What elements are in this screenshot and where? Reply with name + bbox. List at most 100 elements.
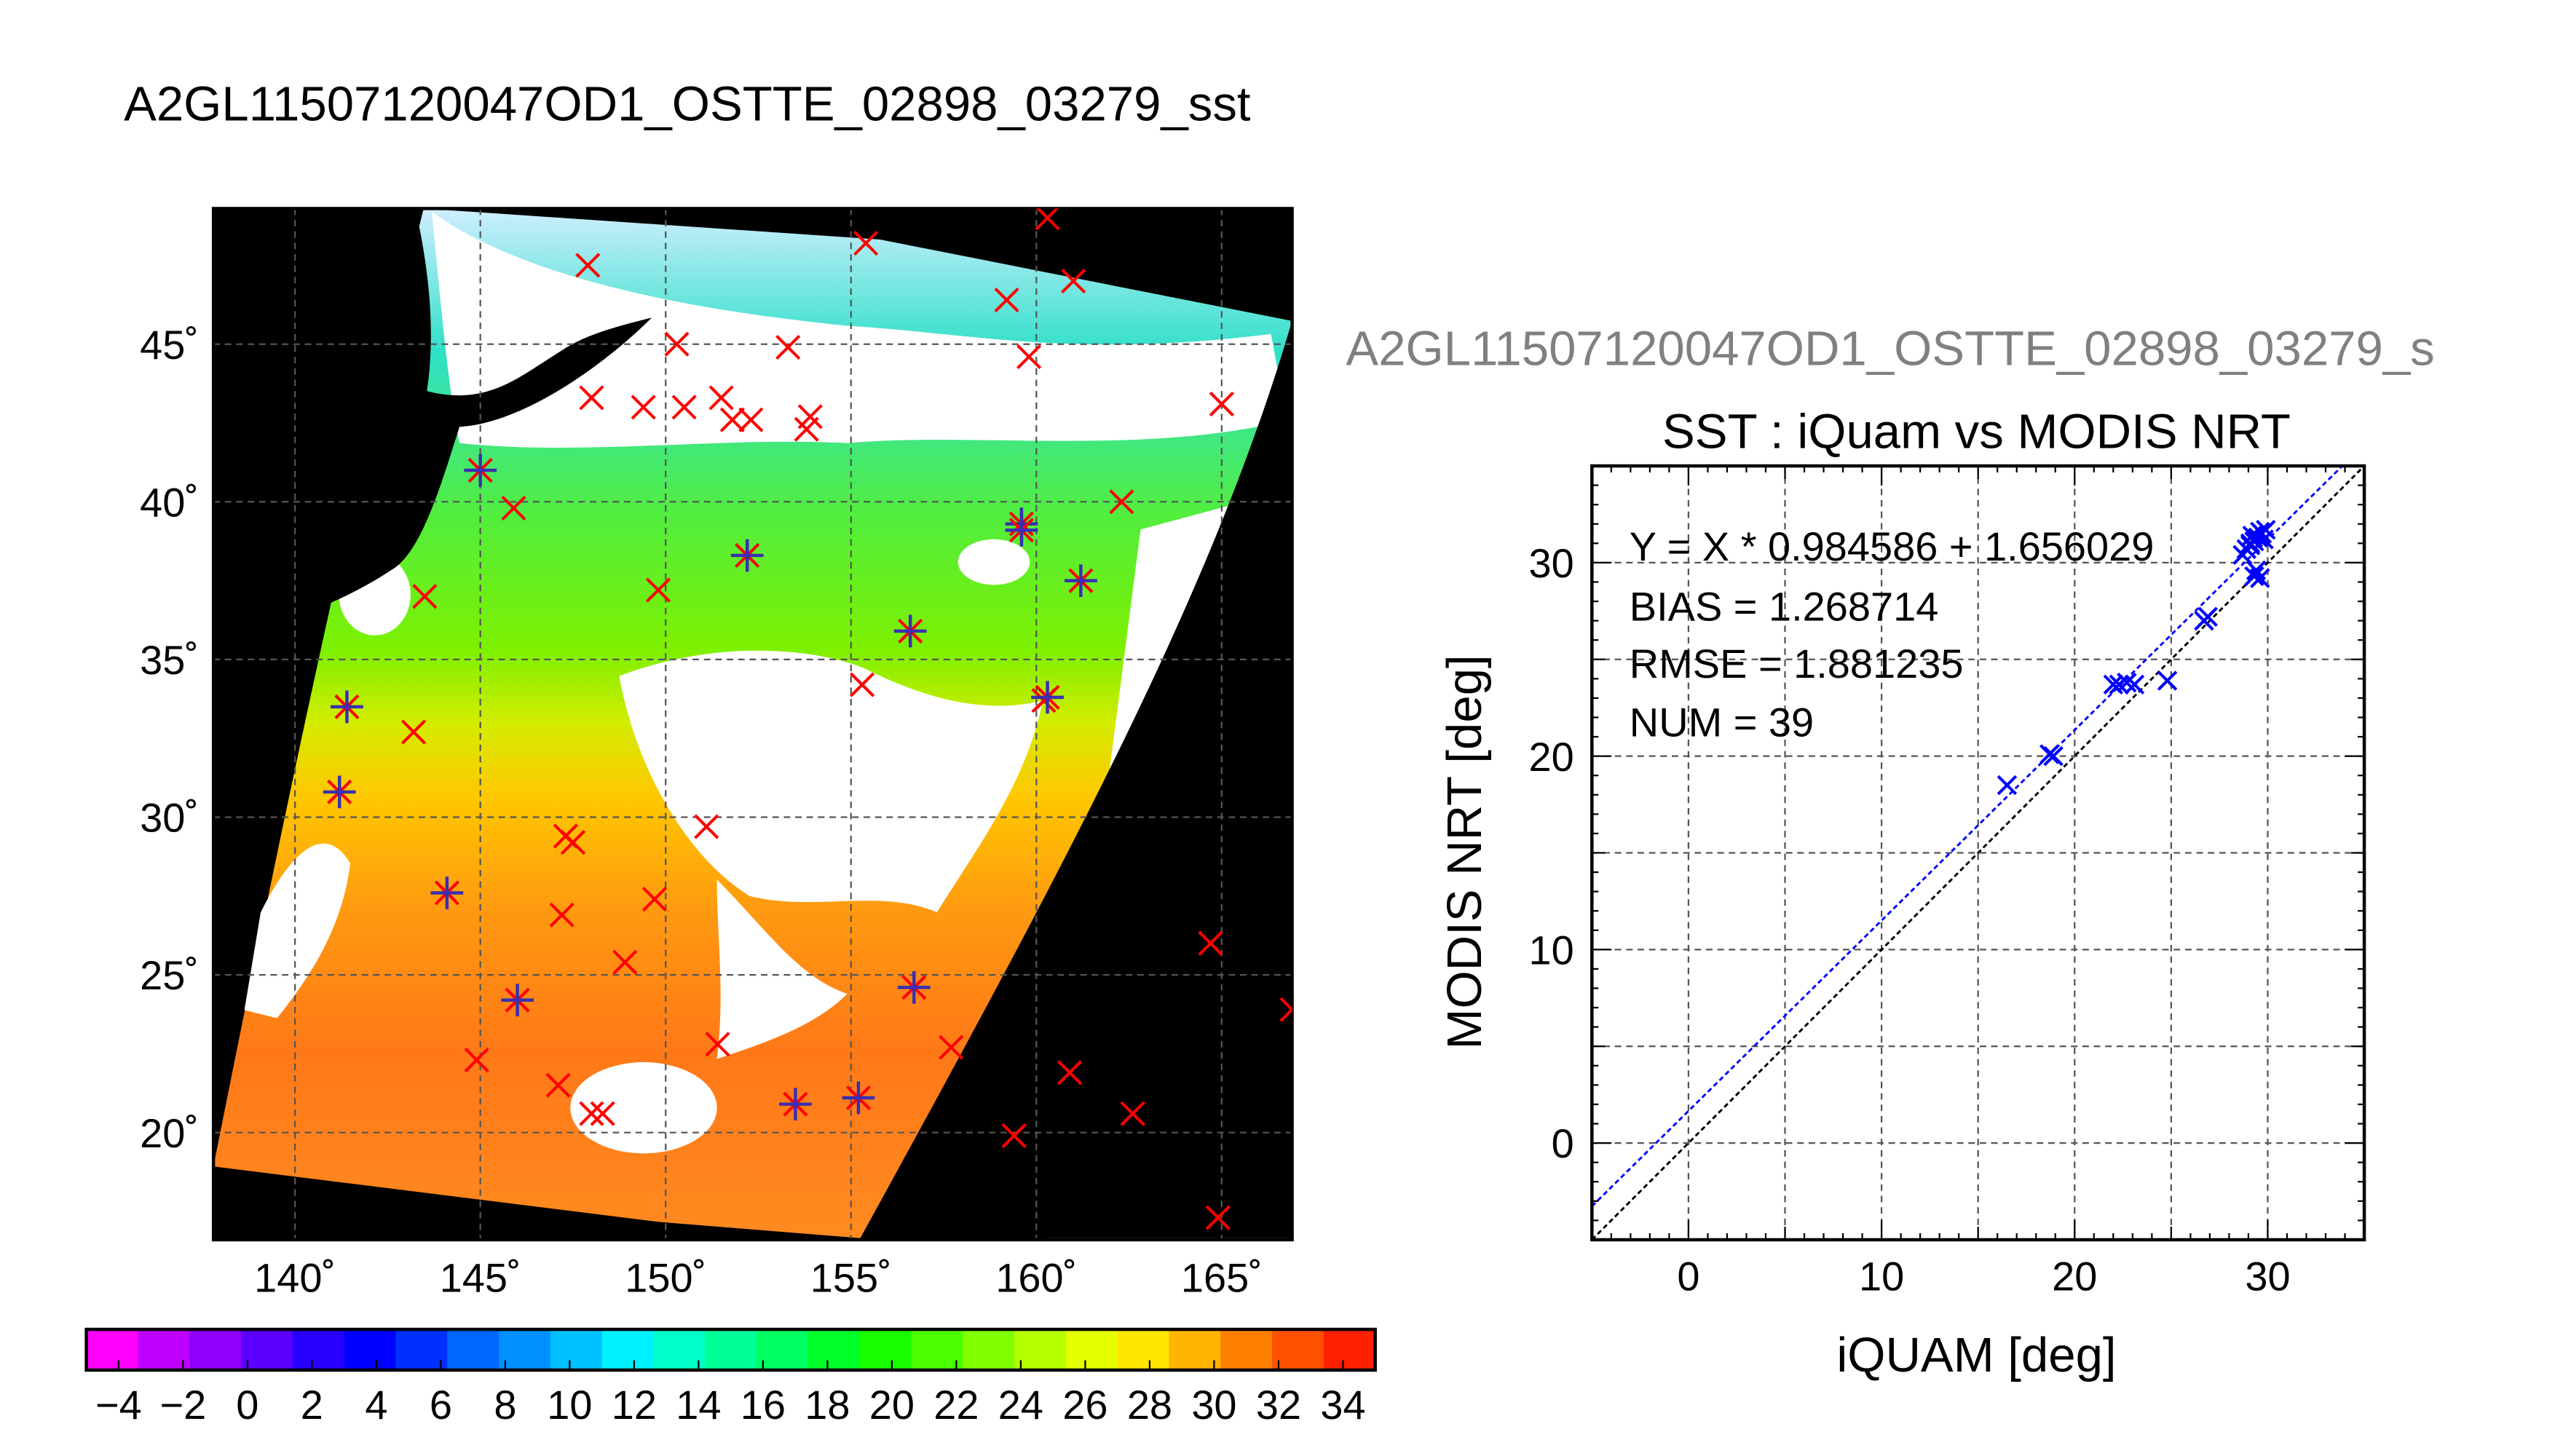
colorbar-tick-label: 18 [805, 1382, 850, 1428]
scatter-ytick-label: 30 [1528, 540, 1573, 586]
marker-stroke [2117, 672, 2137, 693]
matched-marker [1065, 564, 1097, 597]
marker-stroke [694, 814, 719, 839]
marker-stroke [1035, 208, 1059, 231]
rmse-stat: RMSE = 1.881235 [1630, 641, 1964, 687]
colorbar-tick-label: 22 [933, 1382, 979, 1428]
marker-stroke [1198, 930, 1223, 956]
matched-marker [430, 877, 464, 909]
matchup-marker [579, 1101, 604, 1126]
matchup-marker [1209, 391, 1234, 417]
scatter-xtick-label: 10 [1859, 1253, 1904, 1299]
marker-stroke [1001, 1123, 1027, 1149]
matchup-marker [664, 331, 690, 357]
lon-tick-label: 140˚ [254, 1255, 336, 1301]
marker-stroke [1279, 1007, 1292, 1022]
colorbar-cell [1014, 1329, 1067, 1370]
colorbar-cell [550, 1329, 603, 1370]
marker-stroke [412, 584, 438, 609]
matchup-marker [1001, 1123, 1027, 1149]
colorbar-cell [1272, 1329, 1325, 1370]
marker-stroke [590, 1101, 615, 1126]
marker-stroke [719, 407, 745, 432]
scatter-xtick-label: 0 [1677, 1253, 1699, 1299]
matchup-marker [708, 385, 734, 411]
matched-marker [1031, 681, 1064, 714]
marker-stroke [501, 495, 526, 521]
map-lat-ticks: 20˚ 25˚ 30˚ 35˚ 40˚ 45˚ [140, 322, 199, 1156]
lat-tick-label: 40˚ [140, 479, 199, 525]
figure-title: A2GL11507120047OD1_OSTTE_02898_03279_sst [124, 77, 1251, 132]
marker-stroke [2197, 606, 2218, 628]
marker-stroke [2043, 745, 2064, 767]
matchup-marker [1279, 997, 1292, 1022]
colorbar-tick-label: −4 [95, 1382, 142, 1428]
lat-tick-label: 25˚ [140, 952, 199, 998]
marker-stroke [849, 672, 875, 697]
colorbar: −4 −2 0 2 4 6 8 10 12 14 16 18 20 22 24 26 28 30 32 34 [84, 1327, 1377, 1428]
marker-stroke [464, 1047, 489, 1073]
colorbar-tick-label: 6 [430, 1382, 452, 1428]
colorbar-cell [601, 1329, 655, 1370]
colorbar-cell [1220, 1329, 1273, 1370]
matched-marker [842, 1081, 875, 1115]
colorbar-cell [807, 1329, 861, 1370]
marker-stroke [671, 395, 697, 420]
colorbar-cell [1323, 1329, 1376, 1370]
scatter-point [2117, 672, 2137, 693]
marker-stroke [545, 1072, 571, 1098]
scatter-point [2242, 525, 2262, 546]
scatter-point [2124, 674, 2145, 695]
matchup-marker [560, 830, 586, 855]
colorbar-cell [395, 1329, 449, 1370]
marker-stroke [2246, 560, 2267, 581]
colorbar-tick-label: 24 [998, 1382, 1043, 1428]
matchup-marker [1016, 344, 1042, 370]
scatter-ytick-label: 20 [1528, 734, 1573, 780]
matched-marker [893, 614, 927, 648]
scatter-point [2244, 566, 2264, 587]
colorbar-cell [189, 1329, 242, 1370]
bias-stat: BIAS = 1.268714 [1630, 584, 1939, 630]
matchup-marker [549, 902, 574, 927]
num-stat: NUM = 39 [1630, 699, 1814, 745]
matchup-marker [1109, 489, 1134, 515]
marker-stroke [560, 830, 586, 855]
colorbar-cell [653, 1329, 706, 1370]
matchup-marker [939, 1034, 964, 1060]
marker-stroke [2157, 670, 2178, 691]
swath-right-edge-void [860, 320, 1292, 1238]
matched-marker [323, 775, 356, 809]
fit-equation: Y = X * 0.984586 + 1.656029 [1630, 523, 2155, 569]
matchup-marker [545, 1072, 571, 1098]
lat-tick-label: 20˚ [140, 1110, 199, 1156]
scatter-title: SST : iQuam vs MODIS NRT [1662, 404, 2291, 459]
map-markers [323, 208, 1292, 1230]
colorbar-cell [705, 1329, 758, 1370]
marker-stroke [664, 331, 690, 357]
marker-stroke [994, 287, 1019, 313]
matched-marker [464, 454, 497, 487]
marker-stroke [2103, 674, 2124, 695]
matchup-marker [645, 577, 671, 603]
lon-tick-label: 150˚ [625, 1255, 706, 1301]
colorbar-cell [499, 1329, 551, 1370]
marker-stroke [797, 404, 823, 430]
matchup-marker [797, 404, 823, 430]
colorbar-cell [138, 1329, 191, 1370]
lon-tick-label: 145˚ [440, 1255, 521, 1301]
marker-stroke [708, 385, 734, 411]
matchup-marker [412, 584, 438, 609]
colorbar-tick-label: 16 [741, 1382, 786, 1428]
lon-tick-label: 165˚ [1181, 1255, 1263, 1301]
colorbar-ticks: −4 −2 0 2 4 6 8 10 12 14 16 18 20 22 24 26 28 30 32 34 [95, 1360, 1366, 1428]
colorbar-cell [757, 1329, 809, 1370]
colorbar-tick-label: 4 [365, 1382, 387, 1428]
colorbar-tick-label: 28 [1127, 1382, 1172, 1428]
matchup-marker [719, 407, 745, 432]
marker-stroke [579, 1101, 604, 1126]
colorbar-cell [911, 1329, 964, 1370]
scatter-grid [1592, 466, 2365, 1240]
matchup-marker [464, 1047, 489, 1073]
